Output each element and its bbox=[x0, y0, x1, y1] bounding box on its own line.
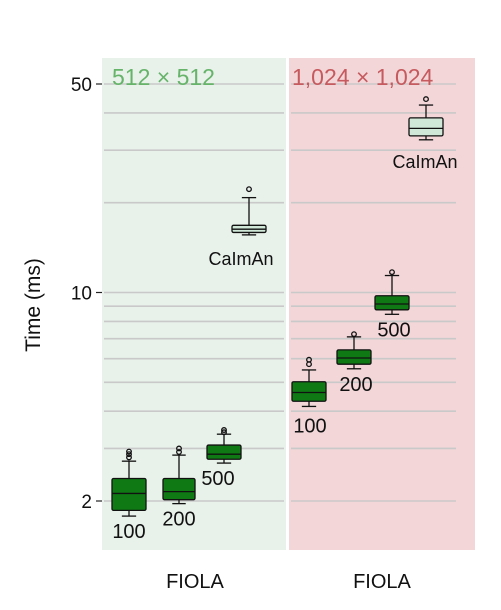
box-iqr bbox=[374, 295, 410, 311]
box-label: 500 bbox=[377, 319, 410, 341]
outlier-point bbox=[389, 269, 395, 276]
panel-title-1024: 1,024 × 1,024 bbox=[292, 64, 434, 90]
gridlines bbox=[104, 83, 456, 502]
box-200: 200 bbox=[336, 331, 373, 396]
box-iqr bbox=[162, 477, 196, 501]
box-label: 500 bbox=[201, 468, 234, 490]
box-500: 500 bbox=[201, 427, 242, 490]
panel-background-left bbox=[102, 58, 286, 550]
box-label: CaImAn bbox=[208, 249, 273, 269]
x-axis-label-right: FIOLA bbox=[353, 571, 411, 593]
outlier-point bbox=[126, 448, 132, 455]
outlier-point bbox=[126, 451, 132, 458]
outlier-point bbox=[246, 186, 252, 193]
box-iqr bbox=[111, 477, 147, 512]
outlier-point bbox=[306, 356, 312, 363]
y-tick-label: 2 bbox=[81, 492, 92, 513]
y-axis-label: Time (ms) bbox=[22, 258, 45, 352]
outlier-point bbox=[351, 331, 357, 338]
box-iqr bbox=[336, 349, 372, 365]
outlier-point bbox=[126, 454, 132, 461]
boxes: 100 200 500 CaImAn 100 200 500 CaImAn bbox=[111, 96, 458, 543]
box-label: 100 bbox=[112, 521, 145, 543]
box-iqr bbox=[206, 444, 242, 460]
outlier-point bbox=[423, 96, 429, 103]
box-100: 100 bbox=[291, 356, 327, 437]
box-caiman: CaImAn bbox=[392, 96, 458, 172]
y-axis-ticks: 2 10 50 bbox=[71, 75, 102, 513]
box-100: 100 bbox=[111, 448, 147, 543]
box-label: CaImAn bbox=[392, 152, 457, 172]
box-caiman: CaImAn bbox=[208, 186, 274, 269]
y-tick-label: 50 bbox=[71, 75, 92, 96]
box-500: 500 bbox=[374, 269, 411, 341]
box-iqr bbox=[408, 117, 444, 137]
box-200: 200 bbox=[162, 445, 196, 531]
x-axis-label-left: FIOLA bbox=[166, 571, 224, 593]
box-label: 100 bbox=[293, 415, 326, 437]
outlier-point bbox=[221, 427, 227, 433]
y-tick-label: 10 bbox=[71, 284, 92, 305]
box-label: 200 bbox=[339, 374, 372, 396]
panel-title-512: 512 × 512 bbox=[112, 64, 215, 90]
box-iqr bbox=[291, 381, 327, 402]
outlier-point bbox=[176, 445, 182, 452]
outlier-point bbox=[176, 449, 182, 455]
outlier-point bbox=[221, 429, 227, 436]
box-label: 200 bbox=[162, 509, 195, 531]
